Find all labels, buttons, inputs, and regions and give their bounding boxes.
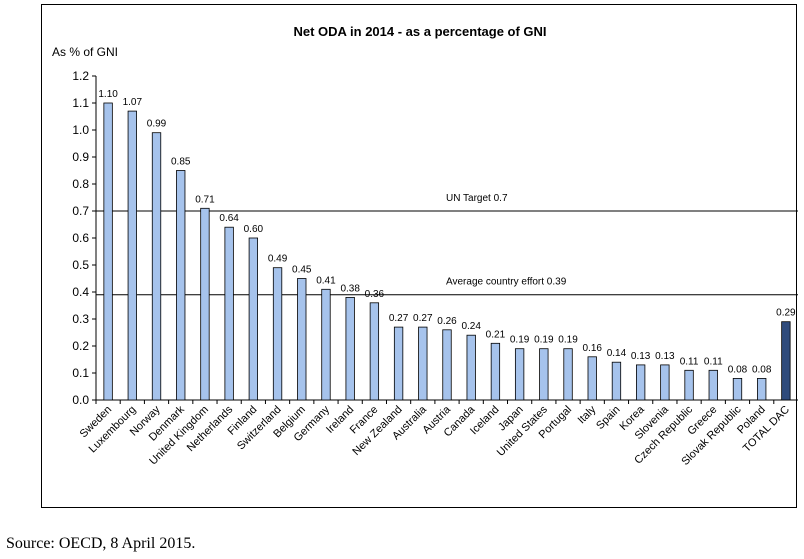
- value-label: 0.49: [268, 254, 288, 265]
- bar: [442, 329, 452, 401]
- value-label: 0.36: [365, 289, 385, 300]
- bar: [393, 326, 404, 401]
- bar: [708, 369, 718, 401]
- y-tick-label: 0.3: [72, 312, 89, 326]
- y-tick-label: 0.4: [72, 285, 89, 299]
- value-label: 0.08: [752, 364, 772, 375]
- bar: [466, 334, 476, 401]
- bar: [127, 110, 137, 401]
- bar: [248, 237, 258, 401]
- value-label: 0.19: [510, 335, 530, 346]
- bar: [514, 348, 525, 401]
- y-tick-label: 0.9: [72, 150, 89, 164]
- bar: [781, 321, 791, 401]
- chart-frame: Net ODA in 2014 - as a percentage of GNI…: [41, 4, 798, 508]
- bar: [272, 267, 283, 401]
- x-tick-label: Spain: [594, 404, 622, 432]
- value-label: 0.29: [776, 308, 796, 319]
- y-tick-label: 0.8: [72, 177, 89, 191]
- bar: [539, 348, 549, 401]
- reference-line-label: UN Target 0.7: [446, 193, 508, 204]
- bar: [103, 102, 113, 401]
- y-tick-label: 0.7: [72, 204, 89, 218]
- bar: [636, 364, 646, 401]
- value-label: 0.64: [219, 213, 239, 224]
- value-label: 0.24: [461, 321, 481, 332]
- bar: [563, 348, 573, 401]
- y-axis-label: As % of GNI: [52, 45, 118, 59]
- bar: [684, 369, 694, 401]
- value-label: 0.13: [655, 351, 675, 362]
- value-label: 0.19: [558, 335, 578, 346]
- bar: [418, 326, 428, 401]
- bar: [369, 302, 380, 401]
- bar: [200, 207, 210, 401]
- value-label: 0.14: [607, 348, 627, 359]
- bar: [321, 288, 331, 401]
- value-label: 0.16: [583, 343, 603, 354]
- bar: [660, 364, 670, 401]
- y-tick-label: 1.0: [72, 123, 89, 137]
- bar: [176, 170, 186, 401]
- y-tick-label: 1.1: [72, 96, 89, 110]
- value-label: 0.21: [486, 329, 506, 340]
- value-label: 0.38: [340, 283, 360, 294]
- value-label: 0.08: [728, 364, 748, 375]
- y-tick-label: 0.5: [72, 258, 89, 272]
- value-label: 1.07: [123, 97, 143, 108]
- value-label: 0.85: [171, 157, 191, 168]
- y-tick-label: 0.6: [72, 231, 89, 245]
- bar: [151, 132, 162, 401]
- chart-title: Net ODA in 2014 - as a percentage of GNI: [293, 24, 546, 39]
- bar: [345, 296, 355, 401]
- value-label: 0.71: [195, 194, 215, 205]
- value-label: 0.41: [316, 275, 336, 286]
- y-tick-label: 1.2: [72, 69, 89, 83]
- reference-line-label: Average country effort 0.39: [446, 277, 567, 288]
- value-label: 0.26: [437, 316, 457, 327]
- bar-chart: Net ODA in 2014 - as a percentage of GNI…: [52, 24, 798, 468]
- bar: [611, 361, 622, 401]
- value-label: 0.45: [292, 265, 312, 276]
- value-label: 0.60: [244, 224, 264, 235]
- y-tick-label: 0.2: [72, 339, 89, 353]
- y-tick-label: 0.1: [72, 366, 89, 380]
- value-label: 0.99: [147, 119, 167, 130]
- value-label: 0.11: [680, 356, 699, 367]
- value-label: 0.13: [631, 351, 651, 362]
- value-label: 0.19: [534, 335, 554, 346]
- bar: [490, 342, 501, 401]
- bar: [587, 356, 597, 401]
- value-label: 0.11: [704, 356, 723, 367]
- plot-area: 0.0 0.1 0.2 0.3 0.4 0.5 0.6 0.7 0.8 0.9 1.0 1.1 1.2 U…: [72, 69, 798, 468]
- source-note: Source: OECD, 8 April 2015.: [6, 535, 196, 552]
- value-label: 0.27: [413, 313, 433, 324]
- value-label: 0.27: [389, 313, 409, 324]
- bar: [732, 377, 743, 401]
- bar: [297, 278, 307, 401]
- bar: [757, 377, 767, 401]
- bar: [224, 226, 234, 401]
- value-label: 1.10: [98, 89, 118, 100]
- y-tick-label: 0.0: [72, 393, 89, 407]
